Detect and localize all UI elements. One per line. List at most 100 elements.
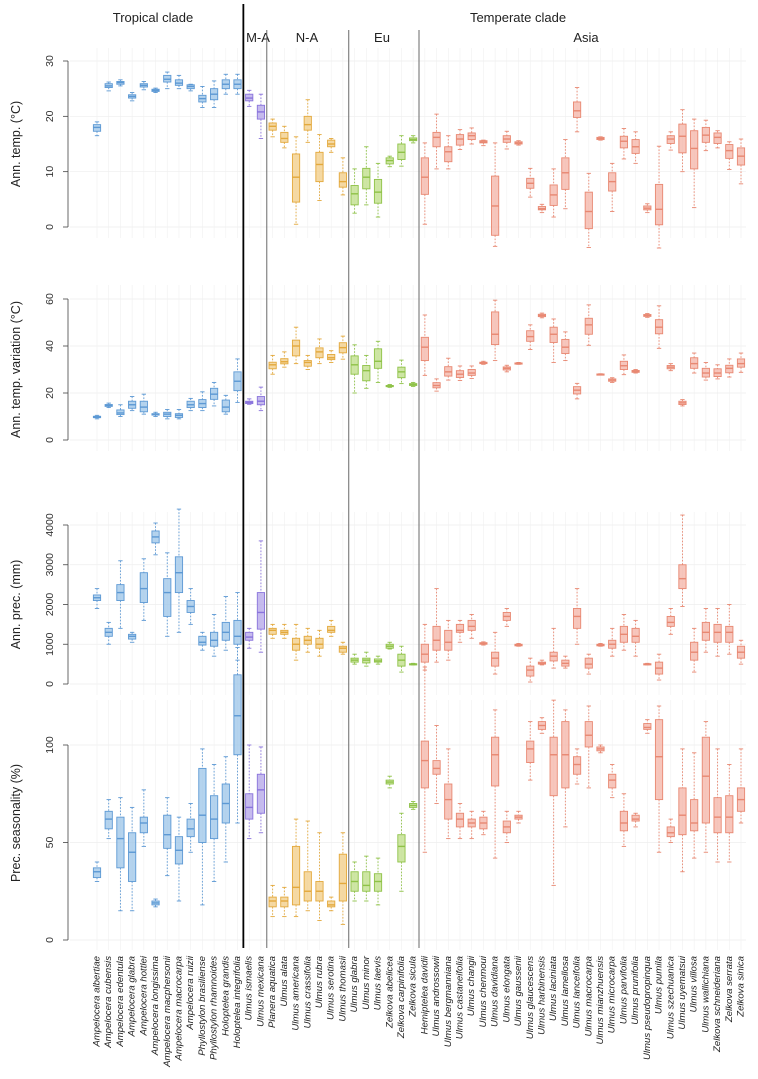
box-4-holoptelea-integrifolia [233, 647, 242, 824]
species-label: Ulmus harbinensis [536, 956, 547, 1035]
box-2-ulmus-mexicana [256, 386, 266, 412]
box-iqr [690, 799, 699, 832]
header-temperate-clade: Temperate clade [470, 10, 566, 25]
box-1-ulmus-mianzhuensis [596, 136, 605, 141]
y-tick-label: 0 [44, 937, 56, 943]
box-4-ulmus-castaneifolia [455, 803, 465, 840]
box-2-zelkova-serrata [725, 358, 734, 378]
box-iqr [268, 627, 277, 635]
y-axis: 0 10 20 30 [44, 55, 69, 230]
panel-1: 0 10 20 30 Ann. temp. (°C) [9, 48, 746, 249]
box-3-hemiptelea-davidii [420, 623, 429, 671]
box-4-ulmus-laciniata [549, 699, 558, 886]
species-label: Ulmus americana [291, 956, 302, 1031]
box-4-ampelocera-cubensis [104, 799, 113, 840]
box-4-ampelocera-albertiae [92, 861, 102, 882]
box-iqr [444, 146, 453, 163]
species-label: Ulmus wallichiana [700, 956, 711, 1033]
box-iqr [666, 615, 675, 627]
box-3-ulmus-androssowii [432, 588, 441, 663]
panel-2: 0 20 40 60 Ann. temp. variation (°C) [9, 285, 746, 451]
box-iqr [291, 845, 301, 906]
box-iqr [163, 814, 172, 849]
box-3-ulmus-harbinensis [537, 659, 547, 666]
box-1-ulmus-laciniata [549, 168, 558, 218]
box-2-ampelocera-edentula [116, 404, 125, 417]
box-iqr [315, 637, 324, 649]
species-label: Ulmus glabra [349, 956, 360, 1013]
box-2-ulmus-davidiana [491, 299, 500, 362]
species-label: Ulmus mexicana [255, 956, 266, 1027]
box-iqr [432, 625, 441, 651]
species-label: Ulmus ismaelis [244, 956, 255, 1021]
box-4-zelkova-sinica [736, 748, 746, 824]
box-1-ulmus-elongata [502, 130, 511, 150]
box-4-ulmus-lanceifolia [572, 748, 582, 785]
box-3-ulmus-laciniata [549, 627, 558, 669]
box-2-ulmus-glaucescens [526, 324, 535, 350]
box-3-ulmus-pseudopropinqua [643, 662, 652, 666]
box-1-zelkova-sicula [409, 135, 418, 144]
box-2-ulmus-pumila [654, 305, 664, 349]
box-1-ulmus-lanceifolia [572, 87, 582, 133]
species-label: Ulmus parvifolia [618, 956, 629, 1024]
box-1-ampelocera-hottlei [139, 81, 148, 91]
box-3-zelkova-abelicea [385, 641, 394, 650]
box-3-ulmus-prunifolia [631, 619, 640, 657]
box-iqr [420, 643, 429, 663]
box-4-ulmus-davidiana [491, 709, 500, 859]
species-label: Ampelocera hottlei [138, 955, 149, 1036]
box-4-planera-aquatica [268, 884, 277, 918]
box-iqr [701, 736, 710, 824]
box-iqr [619, 135, 628, 149]
species-label: Planera aquatica [267, 956, 278, 1028]
species-label: Ulmus lamellosa [560, 956, 571, 1026]
species-label: Ulmus gaussenii [513, 955, 524, 1026]
box-3-zelkova-serrata [725, 604, 734, 655]
box-4-ulmus-uyematsui [678, 748, 687, 873]
box-iqr [455, 623, 465, 633]
box-iqr [303, 360, 312, 367]
species-label: Zelkova carpinifolia [396, 956, 407, 1039]
box-3-zelkova-sicula [409, 662, 418, 666]
box-2-ampelocera-ruizii [186, 397, 195, 412]
species-label: Ulmus serotina [326, 956, 337, 1020]
box-3-ulmus-szechuanica [666, 608, 675, 635]
species-label: Ampelocera cubensis [103, 956, 114, 1049]
box-iqr [315, 151, 324, 183]
box-1-ulmus-glabra [350, 168, 359, 214]
box-4-ulmus-crassifolia [303, 820, 312, 912]
y-axis-title: Ann. prec. (mm) [9, 560, 23, 650]
y-tick-label: 0 [44, 437, 56, 443]
box-3-ampelocera-hottlei [139, 558, 148, 621]
box-iqr [584, 657, 593, 669]
box-4-ulmus-mexicana [256, 746, 266, 834]
box-iqr [221, 399, 230, 413]
box-1-ulmus-gaussenii [514, 140, 523, 146]
box-1-ampelocera-longissima [151, 87, 160, 93]
box-iqr [198, 767, 207, 843]
box-2-ulmus-harbinensis [537, 312, 547, 319]
species-label: Ulmus szechuanica [665, 956, 676, 1039]
box-3-ulmus-ismaelis [245, 627, 254, 649]
box-iqr [444, 629, 453, 651]
species-label: Ulmus androssowii [431, 955, 442, 1036]
species-label: Ulmus pumila [654, 956, 665, 1014]
box-4-ulmus-mianzhuensis [596, 744, 605, 754]
box-1-ulmus-ismaelis [245, 89, 254, 107]
box-4-ampelocera-longissima [151, 898, 160, 908]
box-iqr [549, 736, 558, 797]
box-3-ulmus-alata [280, 623, 289, 639]
box-iqr [104, 810, 113, 830]
box-4-ulmus-rubra [315, 832, 324, 921]
species-label: Ulmus pseudopropinqua [642, 956, 653, 1060]
y-tick-label: 100 [44, 736, 56, 754]
box-2-ulmus-rubra [315, 338, 324, 365]
box-iqr [256, 773, 266, 814]
box-3-ulmus-thomasii [338, 641, 347, 655]
species-label: Ampelocera macrocarpa [173, 956, 184, 1062]
box-3-ulmus-americana [291, 623, 301, 661]
box-1-zelkova-serrata [725, 141, 734, 170]
box-4-zelkova-serrata [725, 764, 734, 863]
box-4-ampelocera-glabra [128, 806, 137, 912]
